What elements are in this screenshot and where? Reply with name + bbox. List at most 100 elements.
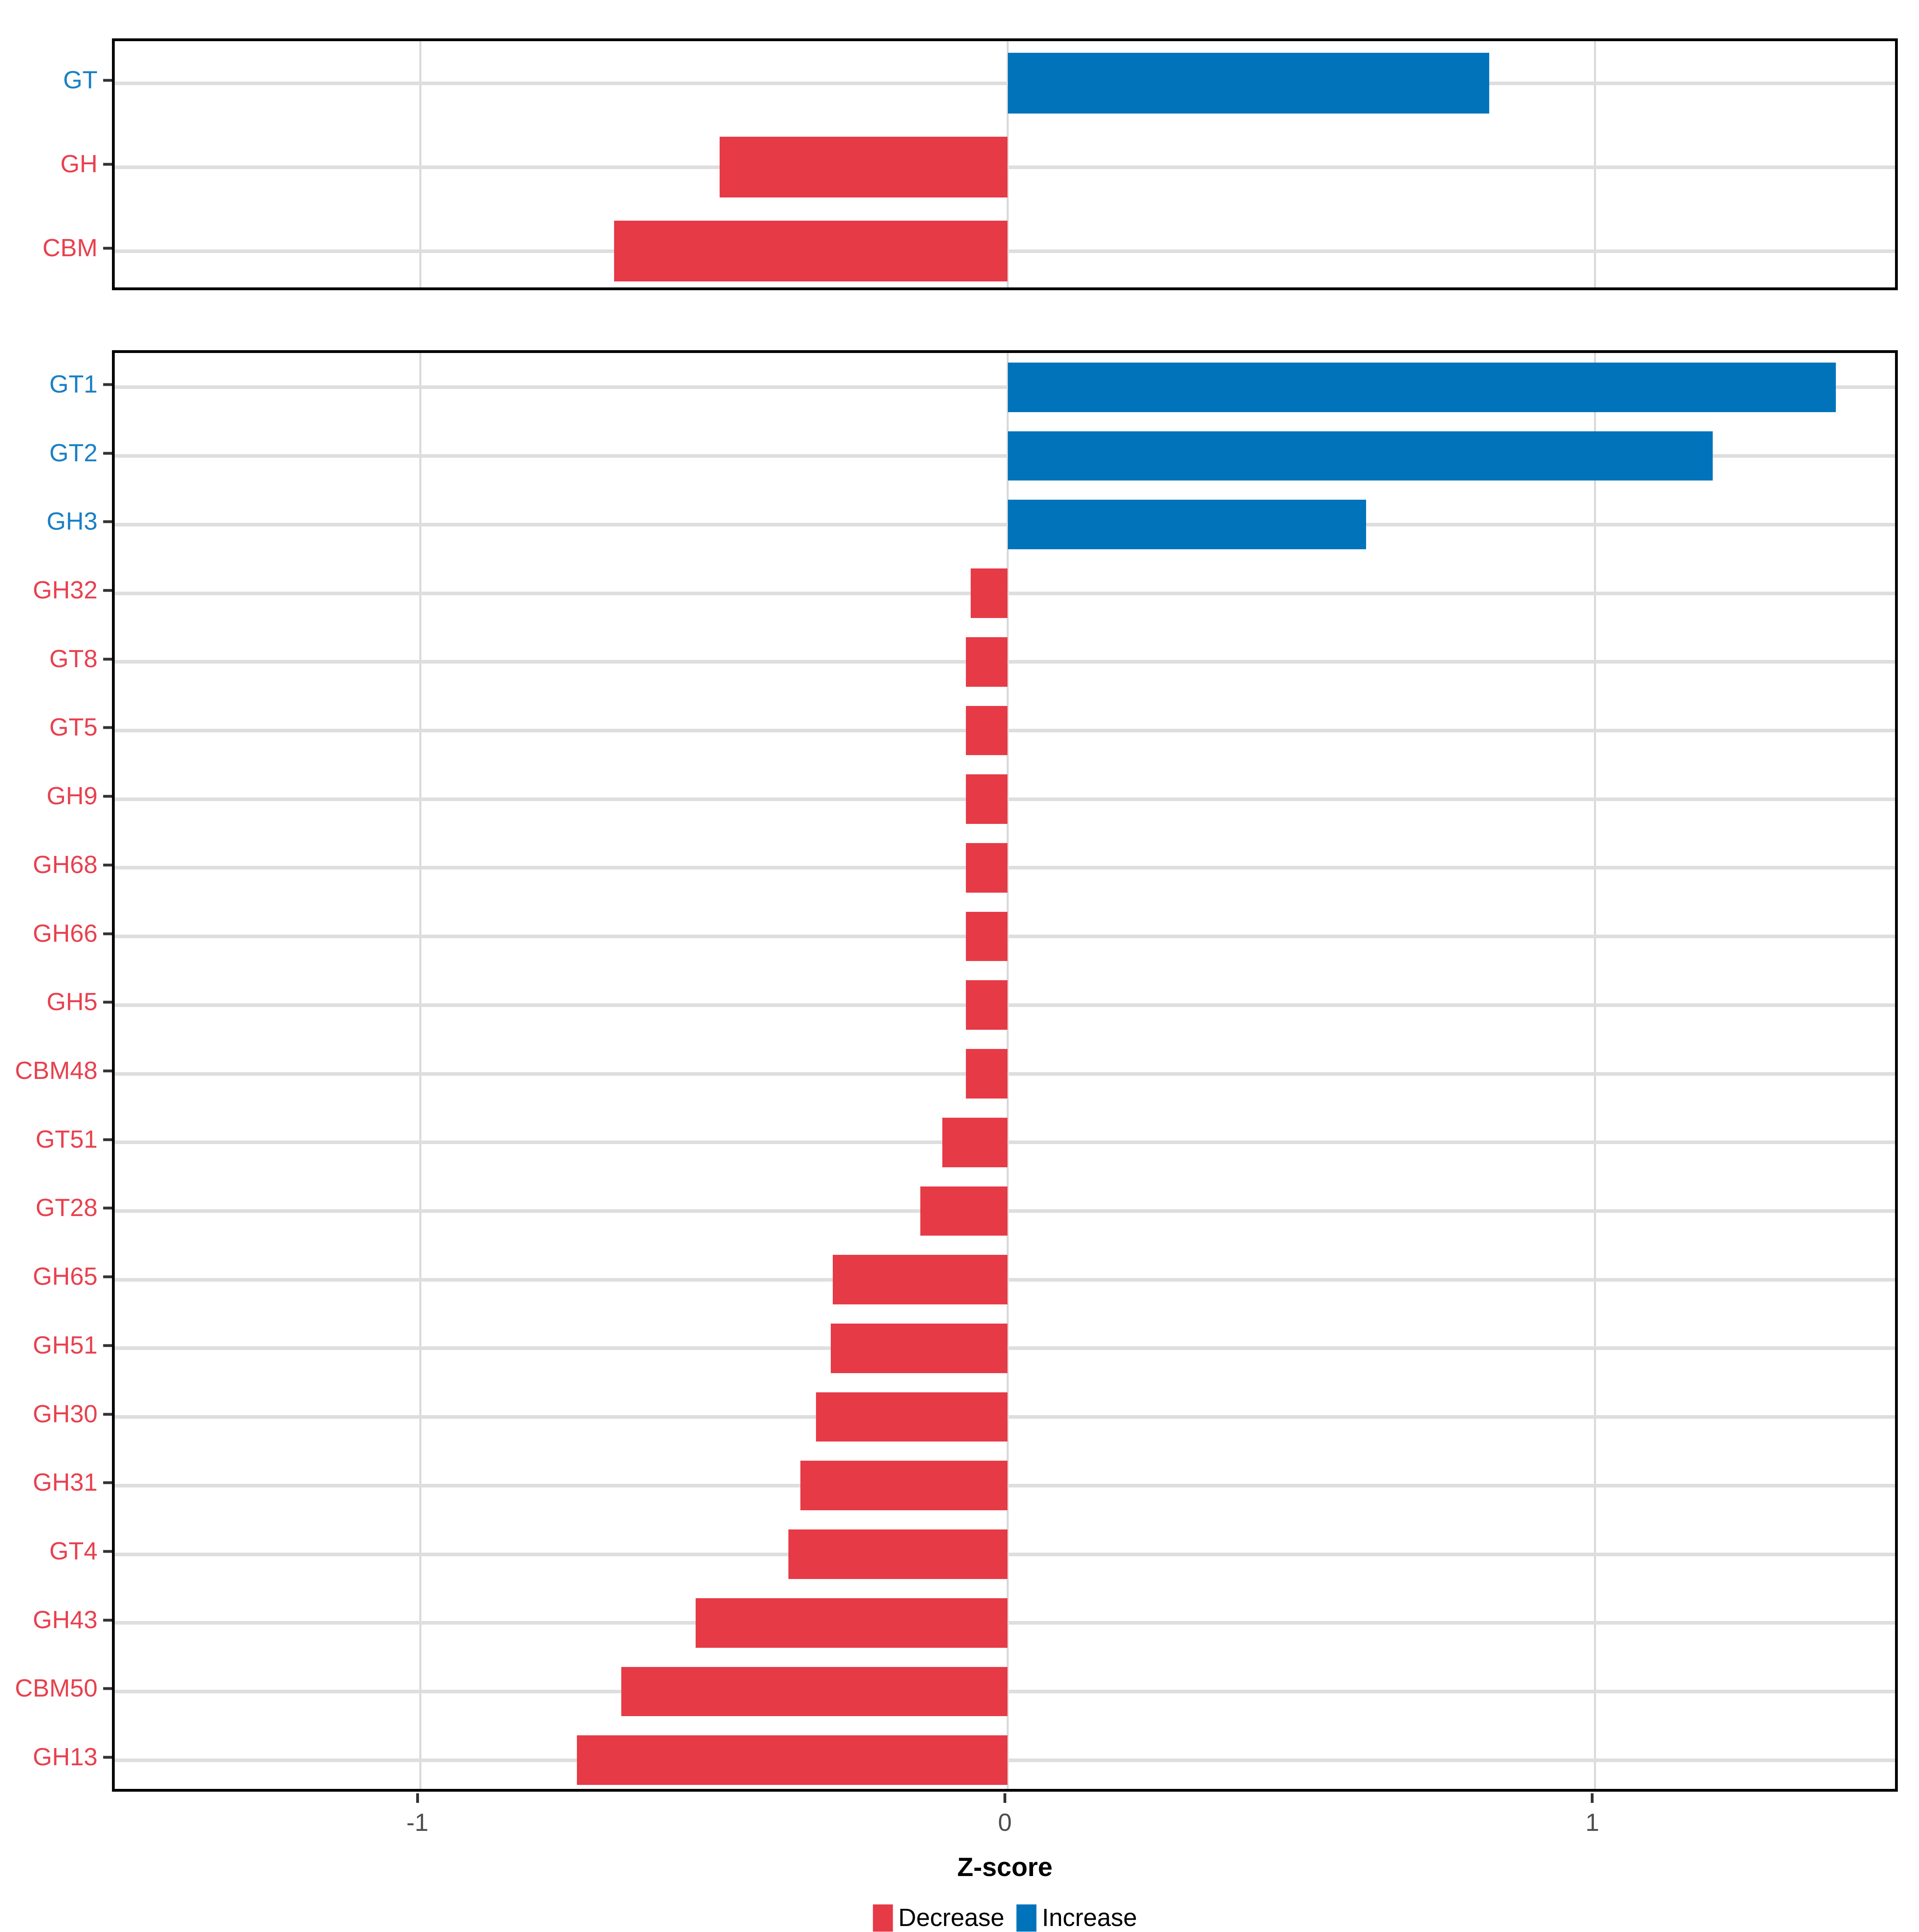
vertical-gridline [419,41,421,287]
y-axis-label-cbm50: CBM50 [15,1675,98,1703]
bar-gt4[interactable] [788,1529,1008,1579]
bar-gt[interactable] [1007,53,1490,114]
chart-panel-top [112,38,1898,290]
plot-area-top [115,41,1895,287]
y-axis-label-gh3: GH3 [46,508,98,536]
y-axis-tick [103,1344,112,1347]
bar-gh13[interactable] [577,1735,1008,1785]
legend-label-increase: Increase [1042,1904,1137,1932]
y-axis-label-gh13: GH13 [33,1743,98,1771]
y-axis-tick [103,726,112,729]
bar-cbm48[interactable] [966,1049,1008,1099]
y-axis-label-gt51: GT51 [35,1125,98,1153]
y-axis-label-gt1: GT1 [49,370,98,398]
y-axis-label-cbm: CBM [42,234,98,262]
y-axis-tick [103,452,112,455]
y-axis-tick [103,79,112,82]
y-axis-tick [103,1481,112,1484]
y-axis-label-gh32: GH32 [33,576,98,604]
y-axis-tick [103,1001,112,1004]
y-axis-label-gh65: GH65 [33,1263,98,1291]
y-axis-tick [103,1138,112,1141]
legend-label-decrease: Decrease [898,1904,1005,1932]
legend-swatch-decrease [872,1904,893,1932]
horizontal-gridline [115,454,1895,458]
y-axis-label-gt4: GT4 [49,1537,98,1565]
bar-cbm50[interactable] [621,1667,1008,1717]
y-axis-label-gt8: GT8 [49,645,98,673]
x-axis-tick [1003,1793,1006,1803]
bar-gh51[interactable] [831,1324,1008,1373]
y-axis-tick [103,863,112,867]
y-axis-label-gh31: GH31 [33,1469,98,1497]
y-axis-tick [103,589,112,592]
y-axis-tick [103,383,112,386]
x-axis-tick [416,1793,419,1803]
y-axis-tick [103,658,112,661]
y-axis-label-gt2: GT2 [49,439,98,467]
y-axis-tick [103,1687,112,1690]
x-axis-tick-label: 0 [998,1809,1012,1836]
legend-item-increase[interactable]: Increase [1016,1904,1137,1932]
horizontal-gridline [115,385,1895,389]
y-axis-tick [103,1756,112,1759]
y-axis-tick [103,1619,112,1622]
y-axis-tick [103,247,112,250]
vertical-gridline [1594,41,1596,287]
y-axis-label-gt: GT [63,66,98,94]
x-axis-title: Z-score [957,1852,1053,1882]
legend-swatch-increase [1016,1904,1037,1932]
legend-item-decrease[interactable]: Decrease [872,1904,1005,1932]
y-axis-tick [103,1206,112,1210]
chart-legend: Decrease Increase [872,1904,1137,1932]
y-axis-label-gh30: GH30 [33,1400,98,1428]
chart-panel-bottom [112,350,1898,1792]
y-axis-label-gh66: GH66 [33,919,98,947]
bar-gt8[interactable] [966,637,1008,687]
y-axis-tick [103,932,112,935]
y-axis-label-gh51: GH51 [33,1331,98,1359]
bar-gh9[interactable] [966,774,1008,824]
bar-gt51[interactable] [942,1117,1008,1167]
horizontal-gridline [115,522,1895,526]
y-axis-label-cbm48: CBM48 [15,1057,98,1085]
bar-gt5[interactable] [966,706,1008,756]
bar-cbm[interactable] [614,221,1008,281]
bar-gt2[interactable] [1007,431,1713,481]
y-axis-tick [103,1413,112,1416]
bar-gh[interactable] [720,137,1008,197]
y-axis-label-gh5: GH5 [46,988,98,1016]
horizontal-gridline [115,81,1895,85]
y-axis-label-gh: GH [60,150,98,178]
bar-gt1[interactable] [1007,363,1836,412]
plot-area-bottom [115,353,1895,1789]
bar-gh65[interactable] [832,1255,1008,1304]
bar-gh5[interactable] [966,980,1008,1030]
y-axis-tick [103,520,112,523]
vertical-gridline [1594,353,1596,1789]
bar-gh68[interactable] [966,843,1008,893]
y-axis-label-gh43: GH43 [33,1606,98,1634]
bar-gh31[interactable] [800,1461,1008,1511]
y-axis-label-gt5: GT5 [49,714,98,742]
bar-gt28[interactable] [920,1186,1008,1236]
y-axis-tick [103,1069,112,1073]
y-axis-label-gh68: GH68 [33,851,98,879]
vertical-gridline [1007,353,1009,1789]
bar-gh30[interactable] [816,1392,1008,1442]
y-axis-tick [103,163,112,166]
bar-gh3[interactable] [1007,500,1366,550]
x-axis-tick [1591,1793,1594,1803]
bar-gh43[interactable] [696,1598,1008,1648]
y-axis-tick [103,1275,112,1278]
vertical-gridline [1007,41,1009,287]
y-axis-label-gh9: GH9 [46,782,98,810]
y-axis-label-gt28: GT28 [35,1194,98,1222]
x-axis-tick-label: 1 [1585,1809,1600,1836]
bar-gh32[interactable] [970,568,1008,618]
y-axis-tick [103,1550,112,1553]
y-axis-tick [103,795,112,798]
x-axis-tick-label: -1 [406,1809,429,1836]
bar-gh66[interactable] [966,911,1008,961]
